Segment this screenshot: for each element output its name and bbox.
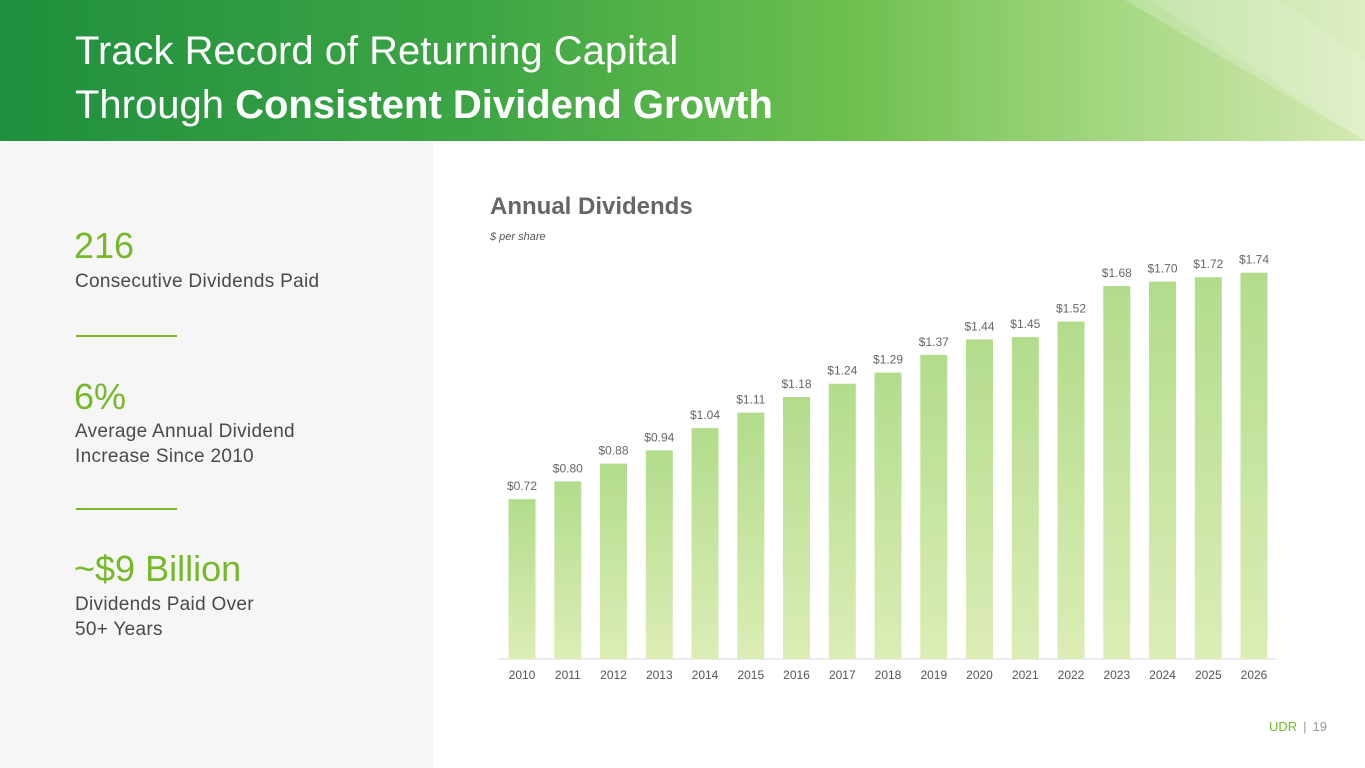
x-tick-label-2011: 2011: [555, 668, 581, 682]
x-tick-label-2015: 2015: [737, 668, 764, 682]
x-tick-label-2021: 2021: [1012, 668, 1039, 682]
x-tick-label-2019: 2019: [920, 668, 947, 682]
data-label-2014: $1.04: [690, 408, 720, 422]
footer-brand: UDR: [1268, 719, 1298, 734]
data-label-2022: $1.52: [1056, 302, 1086, 316]
data-label-2017: $1.24: [827, 364, 857, 378]
x-tick-label-2022: 2022: [1058, 668, 1085, 682]
stat-average-increase-label: Average Annual Dividend Increase Since 2…: [75, 421, 295, 467]
bar-2020: [966, 339, 993, 659]
footer-separator: |: [1303, 719, 1307, 734]
title-line-2-bold: Consistent Dividend Growth: [235, 83, 773, 127]
x-tick-label-2026: 2026: [1241, 668, 1268, 682]
bar-2021: [1011, 337, 1039, 659]
title-line-2-regular: Through: [75, 83, 236, 127]
bar-2011: [554, 481, 582, 659]
data-label-2015: $1.11: [736, 393, 765, 407]
data-label-2025: $1.72: [1193, 257, 1223, 271]
data-label-2026: $1.74: [1239, 253, 1269, 267]
data-label-2020: $1.44: [964, 319, 994, 333]
data-label-2018: $1.29: [873, 353, 903, 367]
stat-consecutive-dividends-label: Consecutive Dividends Paid: [75, 271, 320, 292]
x-tick-label-2014: 2014: [692, 668, 719, 682]
header-banner: Track Record of Returning Capital Throug…: [0, 0, 1365, 141]
bar-2018: [874, 372, 902, 659]
x-tick-label-2020: 2020: [966, 668, 993, 682]
x-tick-label-2010: 2010: [509, 668, 536, 682]
stats-panel: [0, 141, 433, 768]
x-tick-label-2018: 2018: [875, 668, 902, 682]
stat-divider-1: [76, 335, 177, 337]
stat-average-increase-value: 6%: [74, 376, 127, 417]
page-number: 19: [1312, 719, 1327, 734]
stat-divider-2: [76, 508, 177, 510]
bar-2015: [737, 412, 765, 659]
bar-2022: [1057, 321, 1085, 659]
stat-consecutive-dividends-value: 216: [74, 225, 135, 266]
bar-2013: [645, 450, 673, 659]
x-tick-label-2012: 2012: [600, 668, 627, 682]
stat-dividends-paid-value: ~$9 Billion: [74, 548, 242, 589]
bar-2023: [1103, 286, 1131, 659]
data-label-2012: $0.88: [598, 444, 628, 458]
title-line-1: Track Record of Returning Capital: [75, 29, 679, 73]
bar-2012: [600, 463, 627, 659]
footer: UDR | 19: [1269, 719, 1327, 734]
bar-2010: [508, 499, 536, 659]
chart-title: Annual Dividends: [490, 193, 693, 220]
stat-dividends-paid-label: Dividends Paid Over 50+ Years: [75, 594, 254, 640]
data-label-2013: $0.94: [644, 430, 674, 444]
header-decoration: [1125, 0, 1365, 141]
bar-2017: [828, 383, 856, 659]
bar-2024: [1149, 281, 1176, 659]
x-tick-label-2024: 2024: [1149, 668, 1176, 682]
bar-2014: [691, 428, 719, 659]
data-label-2024: $1.70: [1147, 262, 1177, 276]
bar-2019: [920, 354, 948, 659]
x-tick-label-2016: 2016: [783, 668, 810, 682]
data-label-2019: $1.37: [919, 335, 949, 349]
x-tick-label-2017: 2017: [829, 668, 856, 682]
x-tick-label-2013: 2013: [646, 668, 673, 682]
data-label-2016: $1.18: [781, 377, 811, 391]
data-label-2011: $0.80: [553, 461, 583, 475]
bar-2025: [1194, 277, 1222, 659]
x-tick-label-2023: 2023: [1103, 668, 1130, 682]
data-label-2010: $0.72: [507, 479, 537, 493]
bar-2026: [1240, 272, 1268, 659]
bar-2016: [783, 397, 810, 659]
data-label-2023: $1.68: [1102, 266, 1132, 280]
x-tick-label-2025: 2025: [1195, 668, 1222, 682]
page-title: Track Record of Returning Capital Throug…: [75, 24, 773, 132]
chart-subtitle: $ per share: [490, 231, 546, 243]
data-label-2021: $1.45: [1010, 317, 1040, 331]
